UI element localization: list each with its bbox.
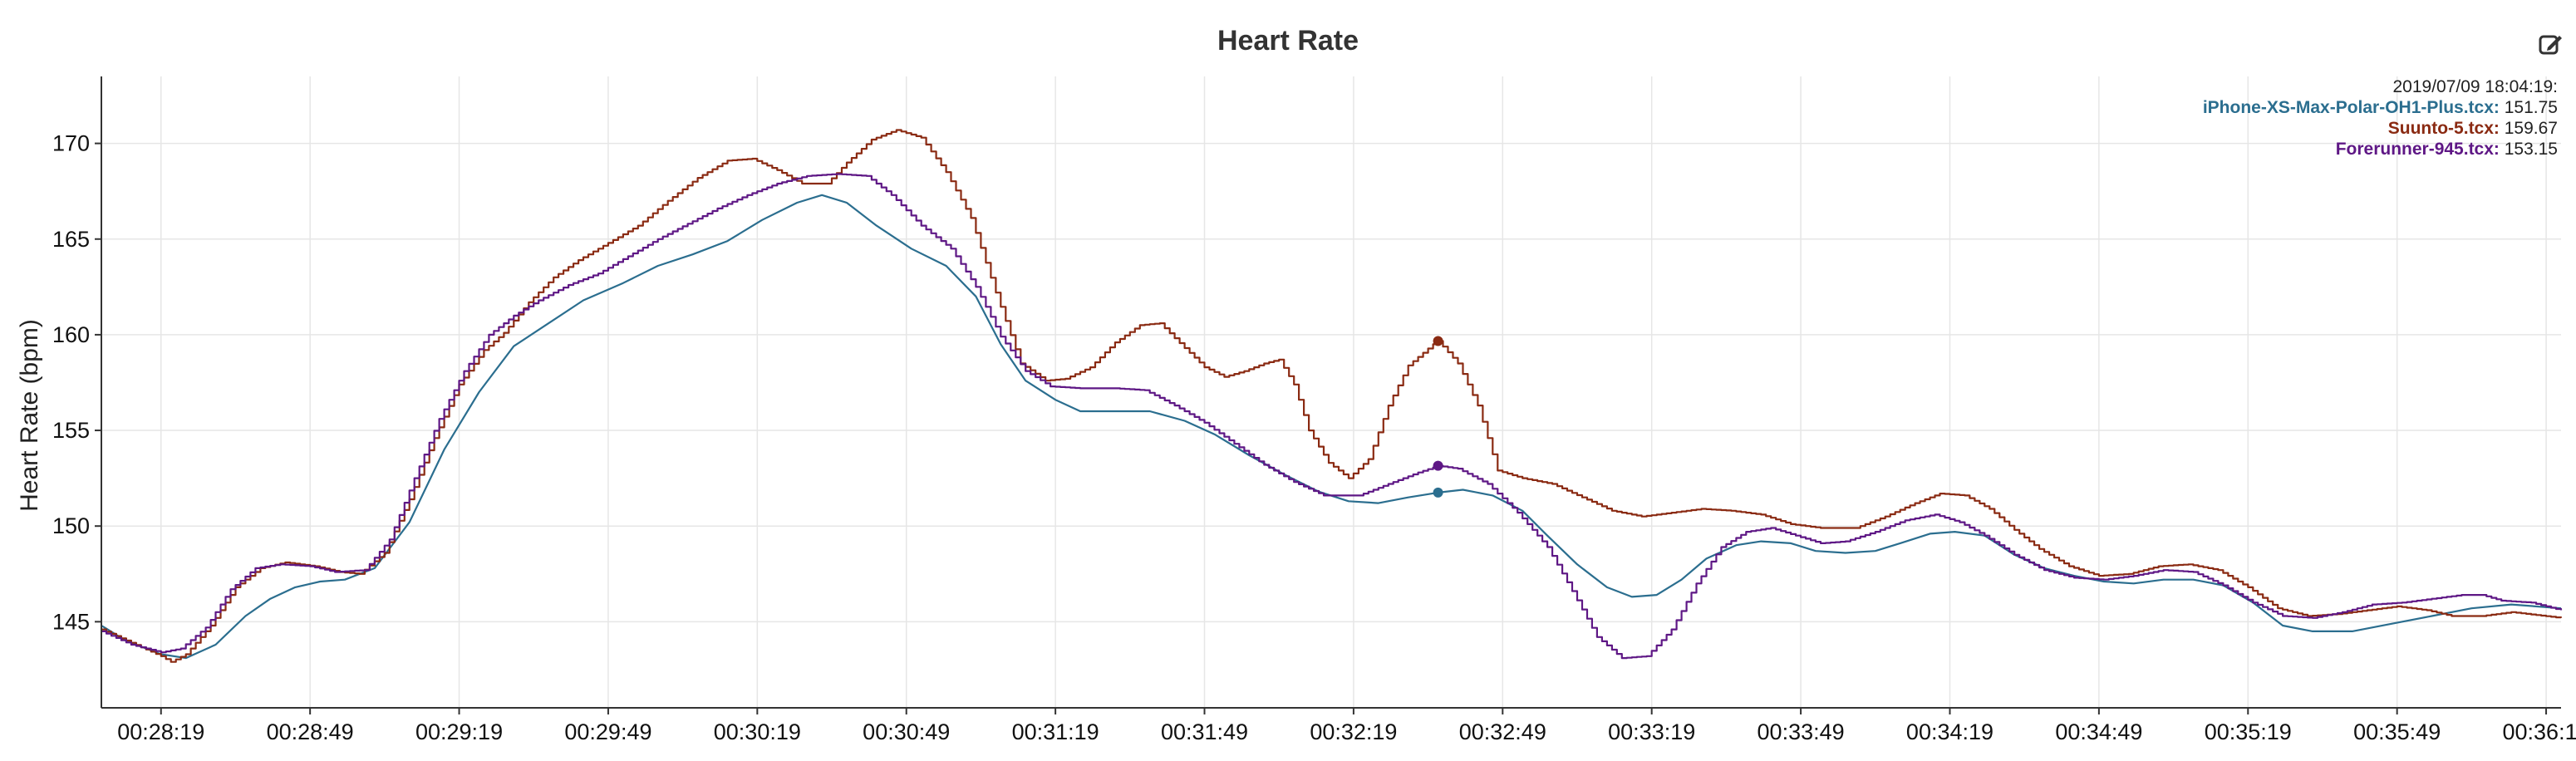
x-tick-label: 00:34:49	[2055, 719, 2142, 744]
y-tick-label: 145	[52, 609, 90, 634]
x-tick-label: 00:36:19	[2503, 719, 2576, 744]
series-line-iphone-xs-max-polar-oh1-plus-tcx	[101, 194, 2562, 660]
grid-lines	[101, 76, 2561, 708]
x-tick-label: 00:35:49	[2353, 719, 2441, 744]
x-tick-label: 00:29:49	[564, 719, 651, 744]
legend-series-name: Forerunner-945.tcx	[2335, 140, 2494, 159]
x-tick-label: 00:33:19	[1608, 719, 1695, 744]
legend-series-value: 159.67	[2499, 119, 2558, 138]
x-tick-label: 00:30:49	[863, 719, 950, 744]
x-tick-labels: 00:28:19 00:28:49 00:29:19 00:29:49 00:30:19…	[117, 708, 2576, 744]
legend-item-suunto: Suunto-5.tcx: 159.67	[2387, 119, 2558, 138]
y-tick-label: 155	[52, 418, 90, 443]
legend-item-iphone: iPhone-XS-Max-Polar-OH1-Plus.tcx: 151.75	[2202, 98, 2558, 117]
legend-series-name: iPhone-XS-Max-Polar-OH1-Plus.tcx	[2202, 98, 2494, 117]
y-tick-labels: 145 150 155 160 165 170	[52, 131, 101, 634]
hover-legend: 2019/07/09 18:04:19: iPhone-XS-Max-Polar…	[2203, 76, 2558, 160]
edit-export-button[interactable]	[2538, 32, 2564, 58]
x-tick-label: 00:32:49	[1459, 719, 1546, 744]
cursor-point	[1433, 460, 1443, 471]
x-tick-label: 00:34:19	[1906, 719, 1993, 744]
series-line-suunto-5-tcx	[101, 129, 2563, 663]
y-axis-label: Heart Rate (bpm)	[16, 319, 43, 512]
y-tick-label: 150	[52, 513, 90, 538]
series-layer	[101, 129, 2563, 663]
x-tick-label: 00:31:49	[1161, 719, 1248, 744]
cursor-point	[1433, 336, 1443, 346]
x-tick-label: 00:32:19	[1310, 719, 1397, 744]
legend-series-value: 151.75	[2499, 98, 2558, 117]
x-tick-label: 00:31:19	[1012, 719, 1099, 744]
series-line-forerunner-945-tcx	[101, 173, 2563, 660]
edit-icon	[2539, 35, 2562, 55]
y-tick-label: 170	[52, 131, 90, 156]
legend-item-forerunner: Forerunner-945.tcx: 153.15	[2335, 140, 2558, 159]
x-tick-label: 00:35:19	[2205, 719, 2292, 744]
y-tick-label: 160	[52, 322, 90, 347]
legend-series-value: 153.15	[2499, 140, 2558, 159]
y-tick-label: 165	[52, 227, 90, 252]
x-tick-label: 00:28:49	[267, 719, 354, 744]
x-tick-label: 00:28:19	[117, 719, 204, 744]
x-tick-label: 00:33:49	[1757, 719, 1845, 744]
axes	[101, 76, 2561, 709]
cursor-markers	[1433, 336, 1443, 498]
x-tick-label: 00:30:19	[714, 719, 801, 744]
legend-timestamp: 2019/07/09 18:04:19:	[2392, 77, 2558, 96]
x-tick-label: 00:29:19	[415, 719, 503, 744]
legend-series-name: Suunto-5.tcx	[2387, 119, 2494, 138]
cursor-point	[1433, 487, 1443, 498]
chart-title: Heart Rate	[1217, 25, 1359, 56]
